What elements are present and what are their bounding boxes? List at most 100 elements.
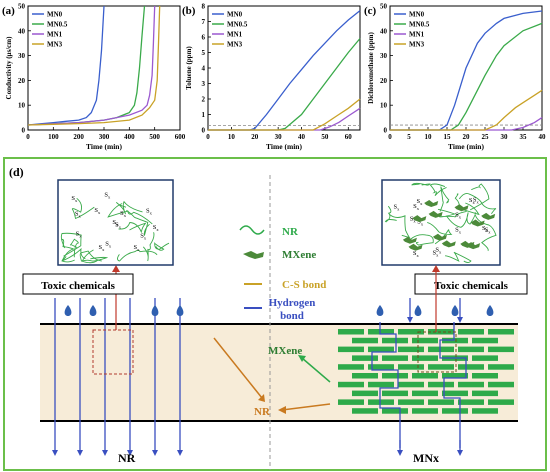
mxene-flake bbox=[408, 243, 423, 251]
mxene-sheet bbox=[398, 364, 424, 370]
mxene-sheet bbox=[352, 390, 378, 397]
mxene-sheet bbox=[472, 390, 498, 397]
sx-label: Sx bbox=[394, 204, 401, 212]
bottom-label-nr: NR bbox=[118, 451, 136, 465]
sx-label: Sx bbox=[413, 250, 420, 258]
y-tick-label: 8 bbox=[202, 3, 206, 11]
legend-entry: MN3 bbox=[47, 41, 63, 49]
x-tick-label: 600 bbox=[175, 133, 186, 141]
legend-entry: MN1 bbox=[409, 31, 425, 39]
legend-hb-2: bond bbox=[280, 310, 304, 322]
mxene-sheet bbox=[382, 373, 408, 379]
x-tick-label: 0 bbox=[388, 133, 392, 141]
right-permeation-arrows bbox=[397, 440, 463, 456]
permeation-arrow-head bbox=[52, 450, 58, 456]
y-tick-label: 1 bbox=[202, 111, 206, 119]
mxene-flake bbox=[432, 233, 447, 241]
nr-chain bbox=[384, 205, 397, 223]
legend-nr: NR bbox=[282, 226, 299, 238]
mxene-sheet bbox=[458, 346, 484, 353]
mxene-sheet bbox=[488, 364, 514, 370]
tortuous-path-1 bbox=[371, 322, 401, 448]
drop-icon bbox=[176, 305, 184, 316]
y-axis-label: Dichloromethane (ppm) bbox=[367, 32, 375, 104]
plot-frame bbox=[27, 5, 181, 131]
mxene-sheet bbox=[368, 329, 394, 335]
y-tick-label: 4 bbox=[202, 65, 206, 73]
mxene-sheet bbox=[338, 399, 364, 405]
legend-entry: MN0 bbox=[47, 11, 63, 19]
y-tick-label: 50 bbox=[18, 3, 26, 11]
nr-chain bbox=[79, 250, 102, 264]
legend-mxene: MXene bbox=[282, 249, 316, 261]
sx-label: Sx bbox=[104, 191, 111, 199]
legend-entry: MN1 bbox=[227, 31, 243, 39]
series-line-MN3 bbox=[208, 98, 361, 131]
sx-label: Sx bbox=[410, 215, 417, 223]
x-tick-label: 200 bbox=[73, 133, 84, 141]
y-tick-label: 20 bbox=[380, 77, 388, 85]
y-tick-label: 10 bbox=[18, 102, 26, 110]
nr-chain bbox=[81, 249, 109, 262]
x-tick-label: 500 bbox=[149, 133, 160, 141]
series-line-MN3 bbox=[27, 5, 161, 126]
x-tick-label: 30 bbox=[275, 133, 283, 141]
chart-2: 0 10 20 30 40 50 60 0 1 2 3 4 5 6 7 8 Time (min) Toluene … bbox=[182, 3, 361, 151]
mxene-flake bbox=[454, 204, 469, 212]
mxene-sheet bbox=[398, 346, 424, 353]
toxic-label-right: Toxic chemicals bbox=[434, 280, 509, 292]
y-tick-label: 50 bbox=[380, 3, 388, 11]
drop-icon bbox=[451, 305, 459, 316]
sx-label: Sx bbox=[469, 197, 476, 205]
nr-chain bbox=[429, 183, 447, 196]
y-tick-label: 7 bbox=[202, 18, 206, 26]
mxene-sheet bbox=[382, 355, 408, 361]
y-tick-label: 30 bbox=[380, 52, 388, 60]
mxene-sheet bbox=[368, 364, 394, 370]
mxene-sheet bbox=[428, 364, 454, 370]
sx-label: Sx bbox=[134, 244, 141, 252]
tortuous-path-2 bbox=[439, 322, 467, 448]
plot-frame bbox=[207, 5, 361, 131]
nr-chain bbox=[69, 238, 79, 258]
nr-chain bbox=[446, 211, 476, 228]
x-tick-label: 0 bbox=[206, 133, 210, 141]
drop-icon bbox=[64, 305, 72, 316]
x-tick-label: 300 bbox=[99, 133, 110, 141]
sx-label: Sx bbox=[140, 233, 147, 241]
x-tick-label: 15 bbox=[444, 133, 452, 141]
y-tick-label: 3 bbox=[202, 80, 206, 88]
x-axis-label: Time (min) bbox=[448, 142, 484, 151]
x-tick-label: 60 bbox=[345, 133, 353, 141]
nr-chain bbox=[444, 251, 472, 263]
mxene-flake bbox=[412, 215, 427, 223]
permeation-arrow-head bbox=[102, 450, 108, 456]
nr-chain bbox=[470, 183, 490, 211]
legend-entry: MN3 bbox=[227, 41, 243, 49]
x-tick-label: 20 bbox=[463, 133, 471, 141]
drop-icon bbox=[486, 305, 494, 316]
nr-chain bbox=[439, 186, 450, 212]
mxene-sheet bbox=[352, 408, 378, 414]
x-axis-label: Time (min) bbox=[86, 142, 122, 151]
y-tick-label: 5 bbox=[202, 49, 206, 57]
permeation-arrow-head bbox=[152, 450, 158, 456]
mxene-sheet bbox=[338, 381, 364, 388]
nr-chain bbox=[60, 232, 82, 257]
sx-label: Sx bbox=[105, 240, 112, 248]
sx-label: Sx bbox=[473, 196, 480, 204]
x-tick-label: 50 bbox=[321, 133, 329, 141]
mxene-sheet bbox=[338, 329, 364, 335]
permeation-arrow-right-1-head bbox=[397, 450, 403, 456]
mxene-sheet bbox=[458, 381, 484, 388]
mxene-sheet bbox=[338, 364, 364, 370]
chart-3: 0 5 10 15 20 25 30 35 40 0 10 20 30 40 50 Time (min) Dic… bbox=[364, 3, 546, 152]
nr-chain bbox=[411, 182, 431, 186]
y-tick-label: 30 bbox=[18, 52, 26, 60]
nr-pointer-head-2 bbox=[278, 406, 286, 414]
mxene-flake bbox=[441, 240, 456, 248]
sx-label: Sx bbox=[115, 222, 122, 230]
mxene-pointer-arrow bbox=[301, 357, 331, 383]
